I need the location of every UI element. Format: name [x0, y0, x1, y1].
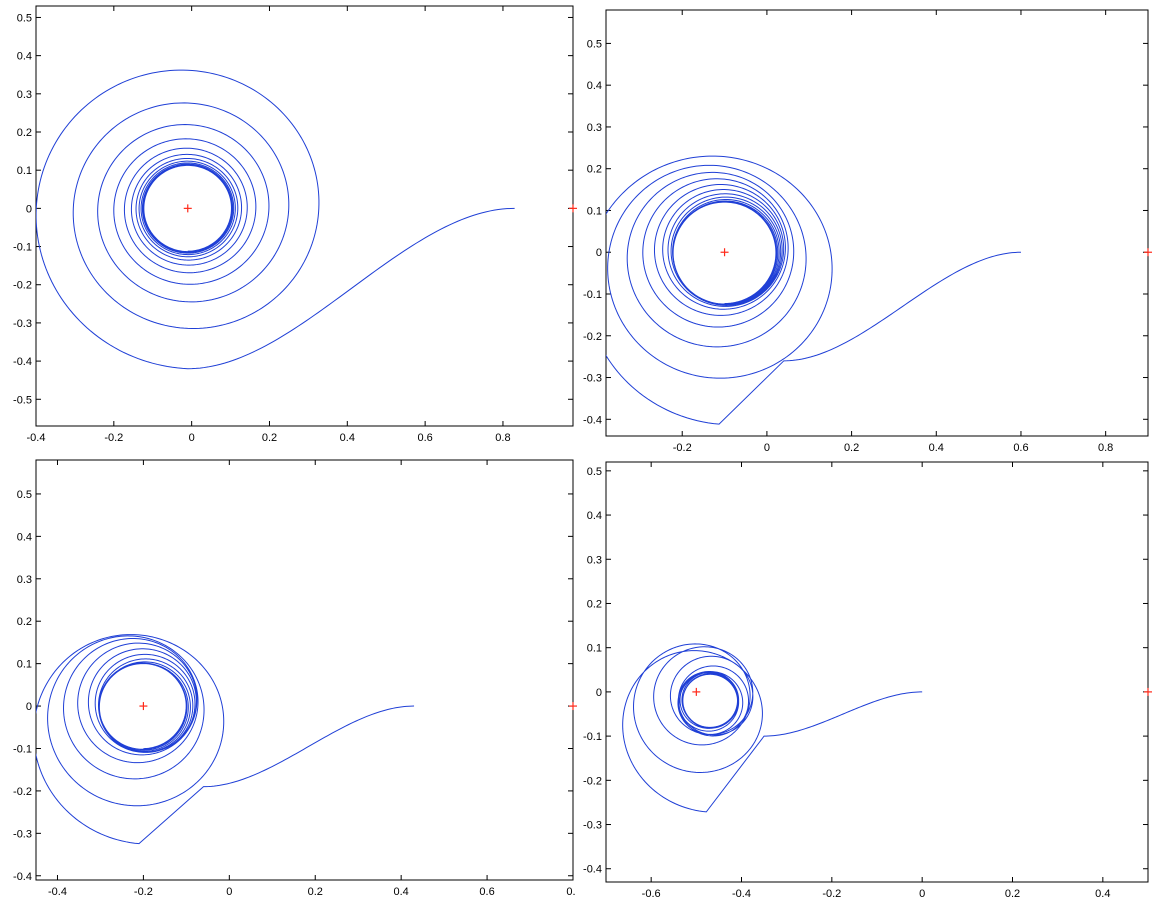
marker-plus	[1144, 248, 1152, 257]
x-tick-label: 0.8	[1098, 442, 1113, 454]
x-tick-label: -0.2	[134, 886, 153, 898]
y-tick-label: -0.1	[13, 743, 32, 755]
y-tick-label: 0.4	[587, 510, 602, 522]
y-tick-label: 0.5	[17, 12, 32, 24]
y-tick-label: -0.3	[583, 820, 602, 832]
y-tick-label: 0.3	[17, 574, 32, 586]
marker-plus	[692, 687, 701, 696]
trajectory-line	[622, 643, 923, 813]
axes-frame	[605, 461, 1149, 883]
x-tick-label: 0.4	[929, 442, 944, 454]
x-tick-label: 0.6	[479, 886, 494, 898]
y-tick-label: -0.1	[13, 242, 32, 254]
x-tick-label: 0.2	[1005, 888, 1020, 900]
y-tick-label: -0.4	[583, 864, 602, 876]
y-tick-label: -0.3	[583, 373, 602, 385]
y-tick-label: -0.4	[13, 871, 32, 883]
y-tick-label: 0.5	[587, 466, 602, 478]
y-tick-label: -0.5	[13, 394, 32, 406]
y-tick-label: -0.2	[583, 775, 602, 787]
y-tick-label: -0.3	[13, 828, 32, 840]
y-tick-label: 0.3	[587, 554, 602, 566]
y-tick-label: -0.2	[583, 331, 602, 343]
marker-plus	[183, 204, 192, 213]
x-tick-label: -0.4	[732, 888, 751, 900]
x-tick-label: 0.6	[1013, 442, 1028, 454]
y-tick-label: 0.2	[17, 127, 32, 139]
y-tick-label: -0.4	[13, 356, 32, 368]
trajectory-line	[606, 155, 1021, 425]
subplot-bottom-left: -0.4 -0.2 0 0.2 0.4 0.6 0. -0.4 -0.3 -0.2 -0.1 0 0.1…	[13, 459, 577, 898]
y-tick-label: 0.1	[17, 165, 32, 177]
x-tick-label: 0.2	[262, 432, 277, 444]
x-tick-label: -0.2	[822, 888, 841, 900]
y-tick-label: 0.4	[17, 531, 32, 543]
x-tick-label: 0.4	[340, 432, 355, 444]
marker-plus	[1144, 687, 1152, 696]
x-tick-label: 0.8	[495, 432, 510, 444]
y-tick-label: -0.4	[583, 414, 602, 426]
y-tick-label: 0.3	[17, 89, 32, 101]
trajectory-line	[36, 634, 415, 845]
y-tick-label: 0	[26, 203, 32, 215]
axes-frame	[605, 9, 1149, 437]
x-tick-label: -0.2	[673, 442, 692, 454]
x-tick-label: 0.2	[844, 442, 859, 454]
y-tick-label: -0.2	[13, 786, 32, 798]
marker-plus	[569, 702, 577, 711]
trajectory-line	[36, 69, 515, 370]
y-tick-label: -0.1	[583, 289, 602, 301]
x-tick-label: -0.4	[27, 432, 46, 444]
y-tick-label: 0.2	[587, 598, 602, 610]
subplot-top-right: -0.2 0 0.2 0.4 0.6 0.8 -0.4 -0.3 -0.2 -0.1 0 0.1 0.2…	[583, 9, 1152, 454]
y-tick-label: -0.1	[583, 731, 602, 743]
y-tick-label: -0.3	[13, 318, 32, 330]
y-tick-label: 0.4	[17, 51, 32, 63]
axes-frame	[35, 459, 574, 881]
x-tick-label: 0	[189, 432, 195, 444]
axes-frame	[35, 5, 574, 427]
marker-plus	[720, 248, 729, 257]
y-tick-label: 0	[26, 701, 32, 713]
marker-plus	[569, 204, 577, 213]
y-tick-label: 0.2	[17, 616, 32, 628]
y-tick-label: 0.1	[17, 659, 32, 671]
x-tick-label: -0.2	[104, 432, 123, 444]
x-tick-label: 0.6	[417, 432, 432, 444]
y-tick-label: 0.2	[587, 164, 602, 176]
y-tick-label: 0.3	[587, 122, 602, 134]
x-tick-label: 0.2	[308, 886, 323, 898]
x-tick-label: 0	[764, 442, 770, 454]
y-tick-label: 0.5	[17, 489, 32, 501]
x-tick-label: -0.4	[48, 886, 67, 898]
x-tick-label: 0.4	[394, 886, 409, 898]
marker-plus	[139, 702, 148, 711]
x-tick-label: 0.4	[1095, 888, 1110, 900]
x-tick-label: 0.	[566, 886, 575, 898]
subplot-bottom-right: -0.6 -0.4 -0.2 0 0.2 0.4 -0.4 -0.3 -0.2 -0.1 0 0.1 0…	[583, 461, 1152, 900]
y-tick-label: 0	[596, 247, 602, 259]
y-tick-label: 0.5	[587, 38, 602, 50]
y-tick-label: 0.4	[587, 80, 602, 92]
y-tick-label: 0	[596, 687, 602, 699]
y-tick-label: 0.1	[587, 205, 602, 217]
x-tick-label: 0	[226, 886, 232, 898]
y-tick-label: 0.1	[587, 643, 602, 655]
y-tick-label: -0.2	[13, 280, 32, 292]
x-tick-label: -0.6	[642, 888, 661, 900]
subplot-top-left: -0.4 -0.2 0 0.2 0.4 0.6 0.8 -0.5 -0.4 -0.3 -0.2 -0.…	[13, 5, 577, 444]
x-tick-label: 0	[919, 888, 925, 900]
